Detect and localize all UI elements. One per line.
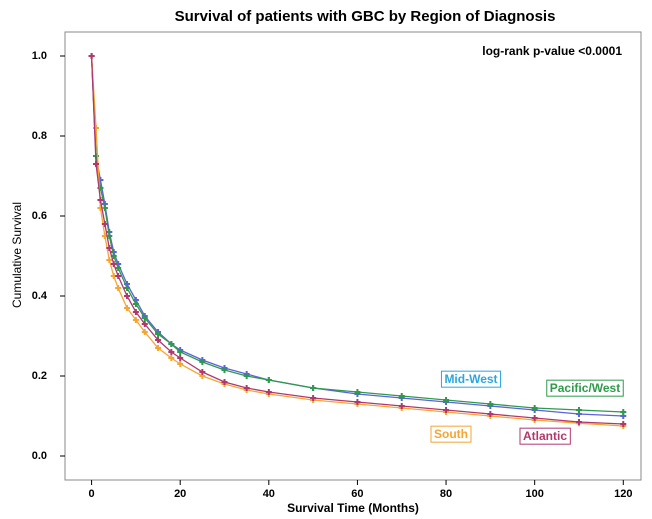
censor-mark (155, 345, 162, 351)
legend-label: Mid-West (444, 372, 497, 386)
censor-mark (177, 355, 184, 361)
x-tick-label: 120 (614, 488, 632, 500)
censor-mark (132, 309, 139, 315)
censor-mark (88, 53, 95, 59)
censor-mark (124, 285, 131, 291)
y-tick-label: 0.6 (32, 210, 47, 222)
x-tick-label: 0 (89, 488, 95, 500)
censor-mark (168, 349, 175, 355)
legend-label: South (434, 427, 468, 441)
censor-mark (531, 405, 538, 411)
censor-mark (106, 257, 113, 263)
censor-mark (265, 389, 272, 395)
censor-mark (620, 409, 627, 415)
censor-mark (101, 221, 108, 227)
censor-mark (620, 421, 627, 427)
x-tick-label: 80 (440, 488, 452, 500)
x-tick-label: 20 (174, 488, 186, 500)
censor-mark (115, 285, 122, 291)
censor-mark (124, 305, 131, 311)
x-tick-label: 60 (351, 488, 363, 500)
censor-mark (531, 415, 538, 421)
censor-mark (487, 411, 494, 417)
y-tick-label: 0.2 (32, 370, 47, 382)
censor-mark (221, 379, 228, 385)
censor-mark (168, 341, 175, 347)
censor-mark (199, 359, 206, 365)
censor-mark (443, 397, 450, 403)
censor-mark (155, 337, 162, 343)
censor-mark (221, 367, 228, 373)
censor-mark (110, 261, 117, 267)
y-tick-label: 0.8 (32, 130, 47, 142)
plot-frame (64, 31, 642, 481)
annotation: log-rank p-value <0.0001 (482, 44, 622, 58)
censor-mark (443, 407, 450, 413)
censor-mark (398, 393, 405, 399)
censor-mark (265, 377, 272, 383)
censor-mark (132, 317, 139, 323)
censor-mark (398, 403, 405, 409)
censor-mark (575, 419, 582, 425)
censor-mark (575, 407, 582, 413)
censor-mark (155, 331, 162, 337)
x-tick-label: 40 (263, 488, 275, 500)
censor-mark (487, 401, 494, 407)
legend-box (440, 370, 502, 388)
censor-mark (106, 245, 113, 251)
chart-title: Survival of patients with GBC by Region … (175, 8, 556, 25)
censor-mark (141, 329, 148, 335)
y-axis-label: Cumulative Survival (10, 202, 24, 308)
censor-mark (310, 395, 317, 401)
censor-mark (132, 301, 139, 307)
censor-mark (243, 373, 250, 379)
x-tick-label: 100 (525, 488, 543, 500)
legend-box (546, 379, 624, 397)
censor-mark (141, 315, 148, 321)
legend-box (430, 425, 472, 443)
censor-mark (97, 197, 104, 203)
censor-mark (141, 321, 148, 327)
censor-mark (354, 399, 361, 405)
censor-mark (199, 369, 206, 375)
censor-mark (168, 355, 175, 361)
censor-mark (177, 361, 184, 367)
y-tick-label: 1.0 (32, 50, 47, 62)
censor-mark (124, 293, 131, 299)
censor-mark (115, 265, 122, 271)
censor-mark (115, 273, 122, 279)
censor-mark (93, 161, 100, 167)
legend-label: Atlantic (523, 429, 567, 443)
x-axis-label: Survival Time (Months) (287, 501, 419, 515)
legend-label: Pacific/West (550, 381, 620, 395)
censor-mark (177, 349, 184, 355)
y-tick-label: 0.0 (32, 450, 47, 462)
y-tick-label: 0.4 (32, 290, 48, 302)
censor-mark (310, 385, 317, 391)
censor-mark (243, 385, 250, 391)
legend-box (519, 427, 571, 445)
censor-mark (354, 389, 361, 395)
